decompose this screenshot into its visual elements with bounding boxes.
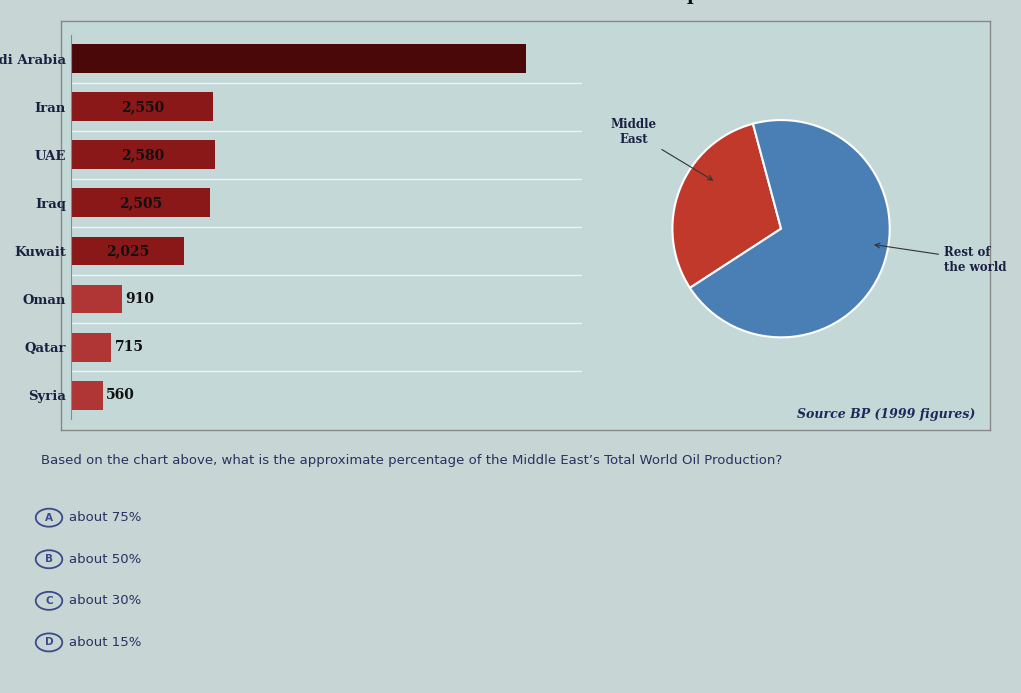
Text: Rest of
the world: Rest of the world xyxy=(875,243,1007,274)
Text: Source BP (1999 figures): Source BP (1999 figures) xyxy=(796,408,975,421)
Text: 910: 910 xyxy=(126,292,154,306)
Bar xyxy=(71,236,184,265)
Bar xyxy=(71,285,121,313)
Bar xyxy=(71,381,102,410)
Text: C: C xyxy=(45,596,53,606)
Text: 2,505: 2,505 xyxy=(119,196,162,210)
Text: about 75%: about 75% xyxy=(69,511,142,524)
Wedge shape xyxy=(690,120,889,337)
Text: about 15%: about 15% xyxy=(69,636,142,649)
Bar xyxy=(71,188,210,218)
Text: A: A xyxy=(45,513,53,523)
Text: 2,550: 2,550 xyxy=(120,100,163,114)
Text: about 30%: about 30% xyxy=(69,595,142,607)
Bar xyxy=(71,92,213,121)
Text: Total world production: Total world production xyxy=(568,0,797,3)
Text: Middle
East: Middle East xyxy=(611,119,713,180)
Text: 560: 560 xyxy=(106,388,135,402)
Text: about 50%: about 50% xyxy=(69,553,142,565)
Wedge shape xyxy=(673,124,781,288)
Bar xyxy=(71,333,111,362)
Text: 715: 715 xyxy=(114,340,144,354)
Text: D: D xyxy=(45,638,53,647)
Text: B: B xyxy=(45,554,53,564)
Text: 2,580: 2,580 xyxy=(121,148,164,162)
Text: 2,025: 2,025 xyxy=(106,244,149,258)
Bar xyxy=(71,44,527,73)
Text: Based on the chart above, what is the approximate percentage of the Middle East’: Based on the chart above, what is the ap… xyxy=(41,454,782,467)
Bar xyxy=(71,141,214,169)
